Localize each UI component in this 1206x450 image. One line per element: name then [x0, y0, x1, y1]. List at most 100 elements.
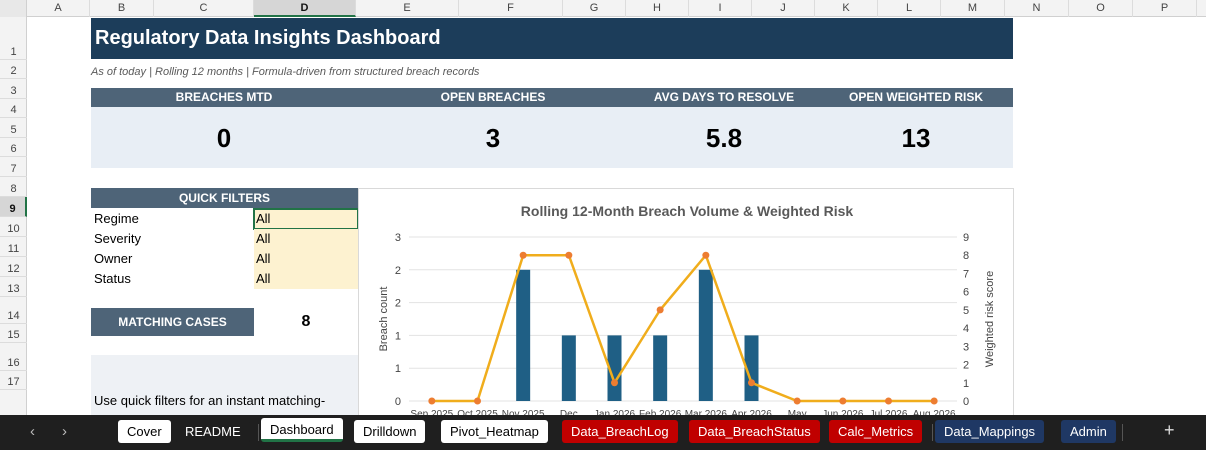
column-header-n[interactable]: N [1005, 0, 1069, 17]
bar [653, 335, 668, 401]
column-header-k[interactable]: K [815, 0, 878, 17]
filter-label-regime[interactable]: Regime [94, 211, 139, 226]
row-header-4[interactable]: 4 [0, 99, 27, 118]
row-header-3[interactable]: 3 [0, 79, 27, 99]
sheet-tab-calc-metrics[interactable]: Calc_Metrics [829, 420, 923, 443]
tab-separator [1122, 424, 1123, 441]
filter-label-severity[interactable]: Severity [94, 231, 141, 246]
column-header-p[interactable]: P [1133, 0, 1197, 17]
sheet-tab-pivot-heatmap[interactable]: Pivot_Heatmap [441, 420, 548, 443]
column-header-g[interactable]: G [563, 0, 626, 17]
right-tick-label: 3 [963, 341, 969, 353]
sheet-tab-data-breachlog[interactable]: Data_BreachLog [562, 420, 678, 443]
sheet-tab-dashboard[interactable]: Dashboard [261, 418, 343, 442]
bar [516, 269, 531, 401]
column-header-j[interactable]: J [752, 0, 815, 17]
row-header-1[interactable]: 1 [0, 17, 27, 60]
column-header-b[interactable]: B [90, 0, 154, 17]
risk-point [930, 397, 938, 405]
filter-owner-cell[interactable]: All [254, 249, 358, 269]
filter-label-status[interactable]: Status [94, 271, 131, 286]
row-header-15[interactable]: 15 [0, 324, 27, 343]
filter-label-owner[interactable]: Owner [94, 251, 133, 266]
row-header-16[interactable]: 16 [0, 343, 27, 371]
sheet-tab-readme[interactable]: README [176, 420, 250, 443]
right-tick-label: 2 [963, 360, 969, 372]
sheet-tab-admin[interactable]: Admin [1061, 420, 1116, 443]
sheet-tab-cover[interactable]: Cover [118, 420, 171, 443]
column-header-e[interactable]: E [356, 0, 459, 17]
row-header-11[interactable]: 11 [0, 237, 27, 257]
right-tick-label: 7 [963, 268, 969, 280]
select-all-corner[interactable] [0, 0, 27, 17]
right-tick-label: 5 [963, 305, 969, 317]
row-header-17[interactable]: 17 [0, 371, 27, 390]
note-text[interactable]: Use quick filters for an instant matchin… [94, 393, 326, 408]
right-tick-label: 4 [963, 323, 969, 335]
category-label: Jan 2026 [594, 409, 636, 415]
matching-cases-value[interactable]: 8 [301, 313, 311, 330]
column-header-l[interactable]: L [878, 0, 941, 17]
category-label: May [788, 409, 807, 415]
column-header-m[interactable]: M [941, 0, 1005, 17]
risk-point [519, 251, 527, 259]
dashboard-subtitle[interactable]: As of today | Rolling 12 months | Formul… [91, 66, 480, 78]
category-label: Dec [560, 409, 578, 415]
row-header-5[interactable]: 5 [0, 118, 27, 138]
column-header-c[interactable]: C [154, 0, 254, 17]
kpi-value-band [91, 107, 1013, 168]
row-header-7[interactable]: 7 [0, 157, 27, 177]
risk-point [611, 379, 618, 387]
risk-point [565, 251, 573, 259]
quick-filters-header[interactable]: QUICK FILTERS [91, 188, 358, 208]
chart-svg: Rolling 12-Month Breach Volume & Weighte… [378, 203, 996, 415]
sheet-tab-drilldown[interactable]: Drilldown [354, 420, 426, 443]
risk-point [474, 397, 481, 405]
right-tick-label: 9 [963, 232, 969, 244]
category-label: Aug 2026 [913, 409, 956, 415]
row-header-2[interactable]: 2 [0, 60, 27, 79]
add-sheet-icon[interactable]: + [1164, 420, 1175, 440]
column-header-h[interactable]: H [626, 0, 689, 17]
risk-point [839, 397, 847, 405]
row-header-14[interactable]: 14 [0, 297, 27, 324]
kpi-label-breaches-mtd[interactable]: BREACHES MTD [175, 90, 273, 104]
column-header-d[interactable]: D [254, 0, 356, 17]
filter-regime-cell[interactable]: All [253, 208, 359, 230]
column-header-i[interactable]: I [689, 0, 752, 17]
bar [561, 335, 576, 401]
row-header-12[interactable]: 12 [0, 257, 27, 277]
kpi-label-open-breaches[interactable]: OPEN BREACHES [440, 90, 546, 104]
risk-point [885, 397, 892, 405]
kpi-value-open-weighted-risk[interactable]: 13 [901, 123, 931, 153]
row-header-13[interactable]: 13 [0, 277, 27, 297]
column-header-f[interactable]: F [459, 0, 563, 17]
kpi-label-avg-days[interactable]: AVG DAYS TO RESOLVE [653, 90, 795, 104]
kpi-value-avg-days[interactable]: 5.8 [705, 123, 743, 153]
kpi-value-breaches-mtd[interactable]: 0 [216, 123, 232, 153]
row-header-8[interactable]: 8 [0, 177, 27, 197]
tab-separator [932, 424, 933, 441]
column-header-a[interactable]: A [27, 0, 90, 17]
kpi-value-open-breaches[interactable]: 3 [485, 123, 501, 153]
filter-severity-cell[interactable]: All [254, 229, 358, 249]
category-label: Apr 2026 [731, 409, 772, 415]
scroll-right-icon[interactable]: › [62, 423, 67, 440]
dashboard-title[interactable]: Regulatory Data Insights Dashboard [91, 18, 1013, 59]
left-tick-label: 0 [395, 396, 401, 408]
risk-point [428, 397, 436, 405]
column-header-o[interactable]: O [1069, 0, 1133, 17]
sheet-tab-data-breachstatus[interactable]: Data_BreachStatus [689, 420, 820, 443]
category-label: Nov 2025 [502, 409, 545, 415]
sheet-tab-data-mappings[interactable]: Data_Mappings [935, 420, 1045, 443]
breach-chart[interactable]: Rolling 12-Month Breach Volume & Weighte… [358, 188, 1014, 415]
row-header-10[interactable]: 10 [0, 217, 27, 237]
category-label: Mar 2026 [685, 409, 728, 415]
filter-status-cell[interactable]: All [254, 269, 358, 289]
category-label: Oct 2025 [457, 409, 498, 415]
matching-cases-label[interactable]: MATCHING CASES [91, 308, 254, 336]
row-header-9[interactable]: 9 [0, 197, 27, 217]
scroll-left-icon[interactable]: ‹ [30, 423, 35, 440]
row-header-6[interactable]: 6 [0, 138, 27, 157]
kpi-label-open-weighted-risk[interactable]: OPEN WEIGHTED RISK [848, 90, 983, 104]
